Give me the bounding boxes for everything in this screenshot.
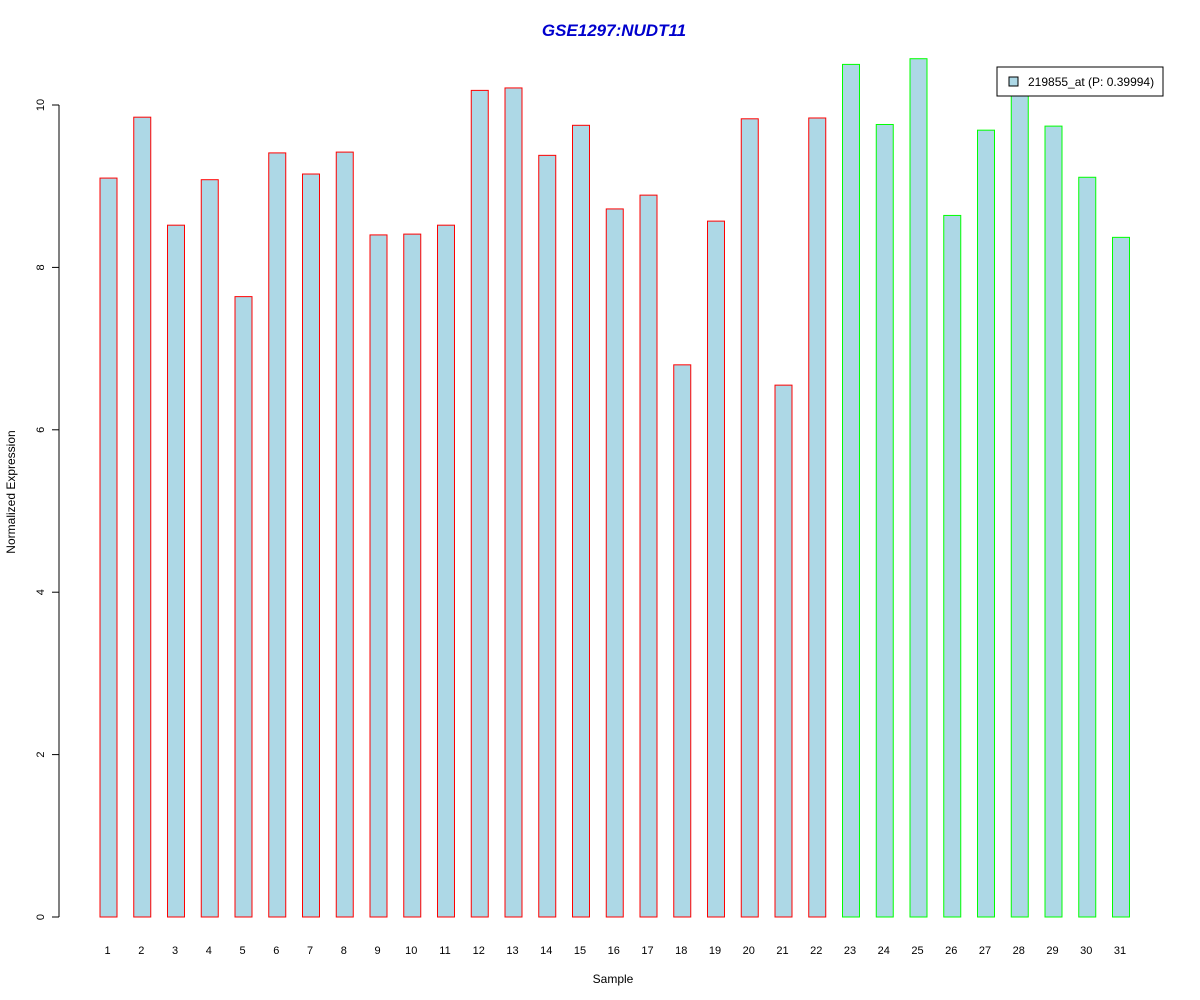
x-tick-label: 20	[743, 945, 755, 957]
bar-sample-11	[437, 224, 455, 918]
bar-sample-30	[1078, 176, 1097, 918]
bar-sample-29	[1044, 125, 1063, 918]
bar-sample-26	[943, 214, 962, 918]
bar-sample-4	[200, 179, 219, 918]
bar-sample-5	[234, 296, 253, 918]
x-tick-label: 26	[945, 945, 957, 957]
y-tick-label: 8	[35, 264, 47, 270]
bar-sample-1	[99, 177, 118, 918]
x-tick-label: 22	[810, 945, 822, 957]
chart-title: GSE1297:NUDT11	[542, 21, 686, 40]
x-tick-label: 21	[776, 945, 788, 957]
bar-sample-21	[774, 384, 793, 918]
x-tick-label: 12	[473, 945, 485, 957]
x-tick-label: 19	[709, 945, 721, 957]
legend-swatch	[1008, 76, 1019, 87]
x-tick-label: 14	[540, 945, 552, 957]
x-tick-label: 24	[878, 945, 890, 957]
bar-sample-25	[909, 58, 928, 918]
bar-sample-8	[335, 151, 354, 918]
y-tick-label: 4	[35, 589, 47, 595]
bar-sample-19	[707, 220, 725, 918]
bar-sample-16	[605, 208, 624, 918]
y-axis-ticks: 0 2 4 6 8 10	[35, 99, 59, 920]
y-tick-label: 10	[35, 99, 47, 111]
x-tick-label: 10	[405, 945, 417, 957]
x-tick-label: 9	[374, 945, 380, 957]
bar-sample-23	[842, 63, 860, 918]
legend-box	[996, 66, 1164, 97]
bar-sample-2	[133, 116, 152, 918]
bar-sample-13	[504, 87, 523, 918]
x-tick-label: 4	[206, 945, 212, 957]
bar-sample-15	[572, 124, 590, 918]
x-tick-label: 18	[675, 945, 687, 957]
bar-sample-10	[403, 233, 422, 918]
bar-sample-6	[268, 152, 287, 918]
x-tick-label: 7	[307, 945, 313, 957]
x-tick-label: 2	[138, 945, 144, 957]
x-tick-label: 16	[608, 945, 620, 957]
x-axis-label: Sample	[593, 972, 634, 986]
x-tick-label: 23	[844, 945, 856, 957]
bar-sample-7	[302, 173, 320, 918]
x-tick-label: 17	[641, 945, 653, 957]
x-tick-label: 5	[239, 945, 245, 957]
x-tick-label: 30	[1080, 945, 1092, 957]
legend-series-name: 219855_at (P: 0.39994)	[1028, 75, 1154, 89]
x-tick-label: 28	[1013, 945, 1025, 957]
x-axis-tick-labels: 1 2 3 4 5 6 7 8 9 10 11 12 13 14 15 16 17 18 19 20 21 22 23 24 2…	[104, 945, 1126, 957]
bar-sample-28	[1010, 86, 1029, 918]
bar-sample-17	[639, 194, 658, 918]
x-tick-label: 11	[439, 945, 450, 957]
x-tick-label: 31	[1114, 945, 1126, 957]
legend: 219855_at (P: 0.39994)	[996, 66, 1164, 97]
bar-sample-14	[538, 154, 557, 918]
x-tick-label: 8	[341, 945, 347, 957]
bar-sample-27	[977, 129, 995, 918]
y-tick-label: 0	[35, 914, 47, 920]
y-tick-label: 2	[35, 752, 47, 758]
x-tick-label: 29	[1046, 945, 1058, 957]
x-tick-label: 13	[506, 945, 518, 957]
bar-sample-24	[875, 123, 894, 918]
x-tick-label: 1	[104, 945, 110, 957]
y-axis-label: Normalized Expression	[4, 430, 18, 553]
x-tick-label: 3	[172, 945, 178, 957]
bar-sample-12	[470, 89, 489, 918]
x-tick-label: 27	[979, 945, 991, 957]
bar-sample-20	[740, 118, 759, 918]
y-tick-label: 6	[35, 427, 47, 433]
x-tick-label: 25	[911, 945, 923, 957]
bar-sample-9	[369, 234, 388, 918]
bar-sample-22	[808, 117, 827, 918]
x-tick-label: 6	[273, 945, 279, 957]
bars	[99, 58, 1130, 918]
bar-sample-18	[673, 364, 692, 918]
bar-sample-31	[1112, 236, 1130, 918]
x-tick-label: 15	[574, 945, 586, 957]
bar-sample-3	[167, 224, 185, 918]
